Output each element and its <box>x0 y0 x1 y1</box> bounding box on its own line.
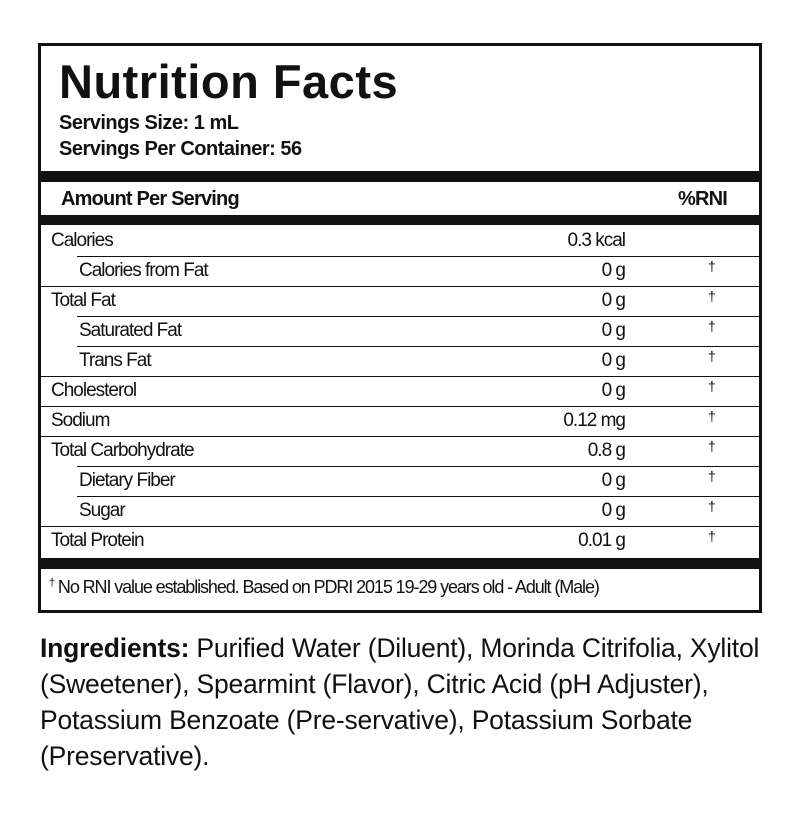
nutrient-name: Trans Fat <box>79 350 152 371</box>
nutrient-row: Calories 0.3 kcal <box>41 226 759 256</box>
footnote-text: No RNI value established. Based on PDRI … <box>54 577 600 597</box>
nutrition-facts-label: Nutrition Facts Servings Size: 1 mL Serv… <box>38 43 762 613</box>
nutrient-rni: † <box>708 498 716 514</box>
row-divider <box>41 436 759 437</box>
nutrient-amount: 0 g <box>601 350 626 371</box>
nutrient-amount: 0 g <box>601 320 626 341</box>
divider-thick <box>41 171 759 182</box>
divider-thick <box>41 558 759 569</box>
dagger-mark: † <box>49 577 55 589</box>
nutrient-row: Calories from Fat 0 g † <box>41 256 759 286</box>
row-divider <box>41 406 759 407</box>
servings-per-container: Servings Per Container: 56 <box>59 138 302 160</box>
nutrient-rni: † <box>708 288 716 304</box>
nutrient-amount: 0 g <box>601 500 626 521</box>
nutrient-name: Saturated Fat <box>79 320 182 341</box>
row-divider <box>77 256 759 257</box>
table-header: Amount Per Serving %RNI <box>41 183 759 215</box>
nutrient-rni: † <box>708 258 716 274</box>
nutrient-row: Total Protein 0.01 g † <box>41 526 759 556</box>
nutrient-row: Sugar 0 g † <box>41 496 759 526</box>
row-divider <box>41 376 759 377</box>
row-divider <box>77 346 759 347</box>
row-divider <box>41 286 759 287</box>
nutrient-name: Sodium <box>51 410 110 431</box>
nutrient-row: Total Carbohydrate 0.8 g † <box>41 436 759 466</box>
nutrient-rni: † <box>708 348 716 364</box>
nutrient-amount: 0.01 g <box>578 530 626 551</box>
nutrient-name: Sugar <box>79 500 126 521</box>
nutrient-name: Cholesterol <box>51 380 137 401</box>
nutrient-name: Calories from Fat <box>79 260 209 281</box>
nutrient-row: Cholesterol 0 g † <box>41 376 759 406</box>
nutrient-name: Calories <box>51 230 114 251</box>
nutrient-name: Total Protein <box>51 530 145 551</box>
label-title: Nutrition Facts <box>59 55 399 108</box>
nutrient-rni: † <box>708 438 716 454</box>
nutrient-rni: † <box>708 468 716 484</box>
nutrient-amount: 0 g <box>601 260 626 281</box>
ingredients: Ingredients: Purified Water (Diluent), M… <box>40 630 770 774</box>
rni-heading: %RNI <box>677 188 728 210</box>
nutrient-amount: 0.8 g <box>587 440 626 461</box>
nutrient-row: Sodium 0.12 mg † <box>41 406 759 436</box>
nutrient-rni: † <box>708 528 716 544</box>
ingredients-text: Purified Water (Diluent), Morinda Citrif… <box>40 633 760 771</box>
serving-size: Servings Size: 1 mL <box>59 112 239 134</box>
nutrient-amount: 0.12 mg <box>563 410 626 431</box>
nutrient-name: Total Fat <box>51 290 116 311</box>
nutrient-rni: † <box>708 378 716 394</box>
nutrient-amount: 0.3 kcal <box>567 230 626 251</box>
nutrient-amount: 0 g <box>601 470 626 491</box>
footnote: † No RNI value established. Based on PDR… <box>49 577 600 598</box>
nutrient-rni: † <box>708 318 716 334</box>
nutrient-name: Dietary Fiber <box>79 470 176 491</box>
row-divider <box>77 496 759 497</box>
nutrient-amount: 0 g <box>601 290 626 311</box>
amount-per-serving-heading: Amount Per Serving <box>61 188 240 210</box>
row-divider <box>77 466 759 467</box>
divider-thick <box>41 215 759 225</box>
nutrient-name: Total Carbohydrate <box>51 440 195 461</box>
nutrient-rni: † <box>708 408 716 424</box>
nutrient-row: Dietary Fiber 0 g † <box>41 466 759 496</box>
nutrient-amount: 0 g <box>601 380 626 401</box>
nutrient-row: Saturated Fat 0 g † <box>41 316 759 346</box>
nutrient-row: Trans Fat 0 g † <box>41 346 759 376</box>
nutrient-table: Calories 0.3 kcal Calories from Fat 0 g † Tot… <box>41 226 759 556</box>
ingredients-heading: Ingredients: <box>40 633 190 663</box>
row-divider <box>77 316 759 317</box>
row-divider <box>41 526 759 527</box>
nutrient-row: Total Fat 0 g † <box>41 286 759 316</box>
